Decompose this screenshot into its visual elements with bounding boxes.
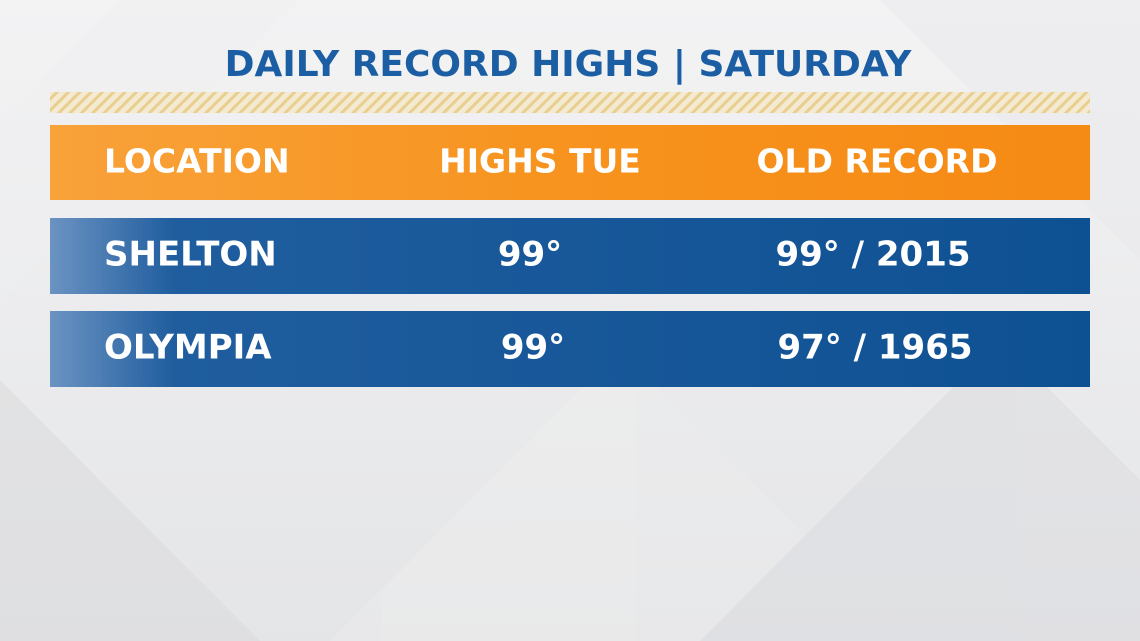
old-record: 99° / 2015	[775, 235, 970, 275]
old-record: 97° / 1965	[777, 328, 972, 368]
location: OLYMPIA	[104, 328, 272, 368]
table-row	[50, 218, 1090, 294]
highs: 99°	[498, 235, 562, 275]
table-row	[50, 311, 1090, 387]
column-header: LOCATION	[104, 142, 290, 181]
highs: 99°	[501, 328, 565, 368]
title: DAILY RECORD HIGHS | SATURDAY	[225, 44, 913, 85]
header-row	[50, 125, 1090, 200]
hatch-strip	[50, 92, 1090, 113]
column-header: HIGHS TUE	[439, 142, 641, 181]
column-header: OLD RECORD	[757, 142, 998, 181]
location: SHELTON	[104, 235, 277, 275]
